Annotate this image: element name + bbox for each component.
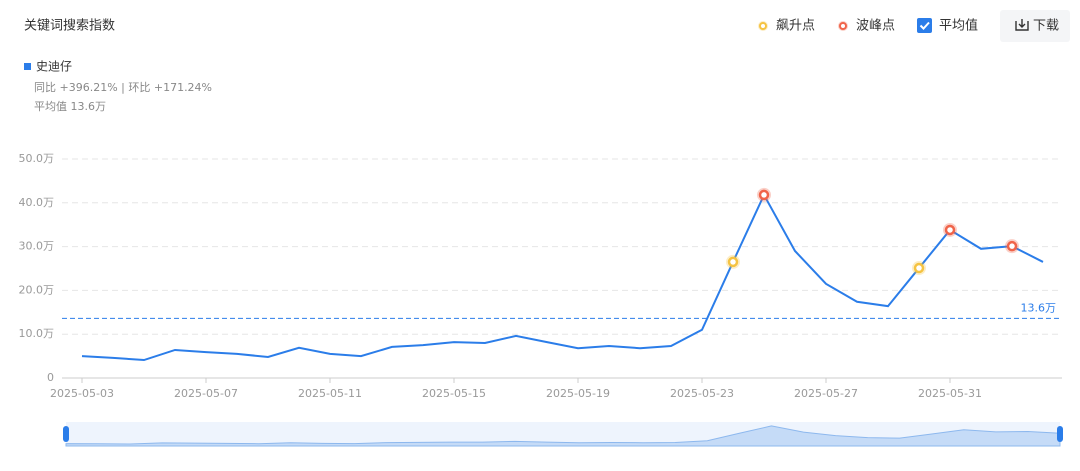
- legend-marker: [759, 22, 767, 30]
- average-label: 13.6万: [1021, 301, 1057, 314]
- series-name: 史迪仔: [36, 60, 72, 74]
- marker[interactable]: [913, 262, 925, 274]
- series-line: [81, 192, 1044, 362]
- stats-line: 同比 +396.21% | 环比 +171.24%: [34, 81, 212, 94]
- y-tick-label: 10.0万: [19, 327, 55, 340]
- marker[interactable]: [758, 189, 770, 201]
- y-tick-label: 30.0万: [19, 240, 55, 253]
- download-button[interactable]: [1000, 10, 1070, 42]
- y-tick-label: 50.0万: [19, 152, 55, 165]
- x-tick-label: 2025-05-23: [670, 387, 734, 400]
- marker[interactable]: [944, 224, 956, 236]
- legend-label[interactable]: 平均值: [939, 18, 978, 34]
- legend-label[interactable]: 飙升点: [776, 18, 815, 34]
- y-tick-label: 0: [47, 371, 54, 384]
- legend-label[interactable]: 波峰点: [856, 19, 895, 34]
- y-tick-label: 40.0万: [19, 196, 55, 209]
- x-tick-label: 2025-05-07: [174, 387, 238, 400]
- x-tick-label: 2025-05-27: [794, 387, 858, 400]
- x-tick-label: 2025-05-19: [546, 387, 610, 400]
- stats-line: 平均值 13.6万: [34, 100, 106, 113]
- download-label[interactable]: 下载: [1033, 19, 1059, 34]
- marker[interactable]: [727, 256, 739, 268]
- average-checkbox[interactable]: [917, 18, 932, 33]
- navigator-handle[interactable]: [1057, 426, 1063, 442]
- x-tick-label: 2025-05-03: [50, 387, 114, 400]
- x-tick-label: 2025-05-15: [422, 387, 486, 400]
- navigator-handle[interactable]: [63, 426, 69, 442]
- checkbox-tick: [919, 21, 930, 30]
- chart-title: 关键词搜索指数: [24, 19, 115, 34]
- legend-marker: [839, 22, 847, 30]
- y-tick-label: 20.0万: [19, 283, 55, 296]
- navigator-area: [65, 425, 1061, 447]
- x-tick-label: 2025-05-31: [918, 387, 982, 400]
- series-swatch: [24, 63, 31, 70]
- marker[interactable]: [1006, 240, 1018, 252]
- download-icon: [1015, 19, 1029, 31]
- x-tick-label: 2025-05-11: [298, 387, 362, 400]
